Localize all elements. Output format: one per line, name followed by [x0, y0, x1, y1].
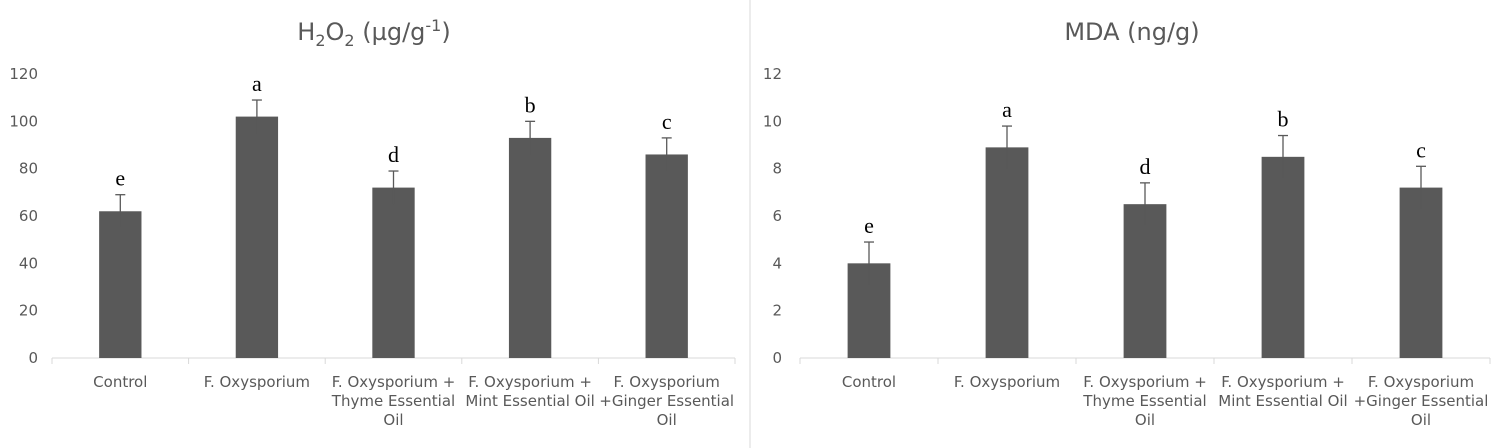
significance-letter: d — [388, 142, 399, 167]
category-label: F. Oxysporium + — [1083, 373, 1207, 391]
chart-title: H2O2 (µg/g-1) — [297, 16, 450, 50]
category-label: Oil — [1411, 411, 1431, 429]
category-label: Mint Essential Oil — [1218, 392, 1347, 410]
bar — [1261, 156, 1305, 358]
category-label: Oil — [657, 411, 677, 429]
title-mid: O — [326, 18, 345, 46]
category-label: Thyme Essential — [1082, 392, 1206, 410]
bar — [1123, 204, 1167, 358]
category-label: +Ginger Essential — [599, 392, 734, 410]
category-label: Oil — [1135, 411, 1155, 429]
y-tick-label: 12 — [763, 65, 782, 83]
category-label: Control — [93, 373, 147, 391]
title-subscript: 2 — [344, 31, 354, 50]
y-tick-label: 60 — [19, 207, 38, 225]
category-label: F. Oxysporium + — [468, 373, 592, 391]
category-label: Oil — [383, 411, 403, 429]
significance-letter: a — [1002, 97, 1012, 122]
title-superscript: -1 — [425, 16, 441, 35]
bar — [645, 154, 688, 358]
significance-letter: a — [252, 71, 262, 96]
category-label: F. Oxysporium — [1368, 373, 1474, 391]
bar — [508, 137, 552, 358]
category-label: F. Oxysporium — [614, 373, 720, 391]
bar — [985, 147, 1029, 358]
significance-letter: e — [115, 166, 125, 191]
bar — [235, 116, 279, 358]
bar — [99, 211, 142, 358]
y-tick-label: 4 — [772, 254, 782, 272]
y-tick-label: 0 — [28, 349, 38, 367]
category-label: F. Oxysporium — [954, 373, 1060, 391]
y-tick-label: 6 — [772, 207, 782, 225]
title-end: ) — [441, 18, 450, 46]
chart-panel-h2o2: H2O2 (µg/g-1) 020406080100120eControlaF.… — [9, 16, 736, 429]
category-label: F. Oxysporium + — [1221, 373, 1345, 391]
significance-letter: c — [1416, 137, 1426, 162]
y-tick-label: 80 — [19, 160, 38, 178]
category-label: F. Oxysporium — [204, 373, 310, 391]
title-main: H — [297, 18, 315, 46]
category-label: Mint Essential Oil — [465, 392, 594, 410]
chart-title: MDA (ng/g) — [1064, 18, 1199, 46]
title-subscript: 2 — [315, 31, 325, 50]
bar — [372, 187, 415, 358]
title-rest: (µg/g — [355, 18, 426, 46]
significance-letter: c — [662, 109, 672, 134]
y-tick-label: 0 — [772, 349, 782, 367]
category-label: +Ginger Essential — [1354, 392, 1489, 410]
y-tick-label: 40 — [19, 254, 38, 272]
y-tick-label: 2 — [772, 302, 782, 320]
significance-letter: d — [1140, 154, 1151, 179]
y-tick-label: 20 — [19, 302, 38, 320]
category-label: Control — [842, 373, 896, 391]
significance-letter: b — [1278, 107, 1289, 132]
category-label: F. Oxysporium + — [332, 373, 456, 391]
y-tick-label: 8 — [772, 160, 782, 178]
category-label: Thyme Essential — [331, 392, 455, 410]
y-tick-label: 100 — [9, 112, 38, 130]
significance-letter: e — [864, 213, 874, 238]
significance-letter: b — [525, 92, 536, 117]
chart-panel-mda: MDA (ng/g) 0 2 4 6 8 10 12 e Control a F. Oxyspori… — [763, 18, 1491, 429]
y-tick-label: 120 — [9, 65, 38, 83]
y-tick-label: 10 — [763, 112, 782, 130]
bar — [1399, 187, 1443, 358]
